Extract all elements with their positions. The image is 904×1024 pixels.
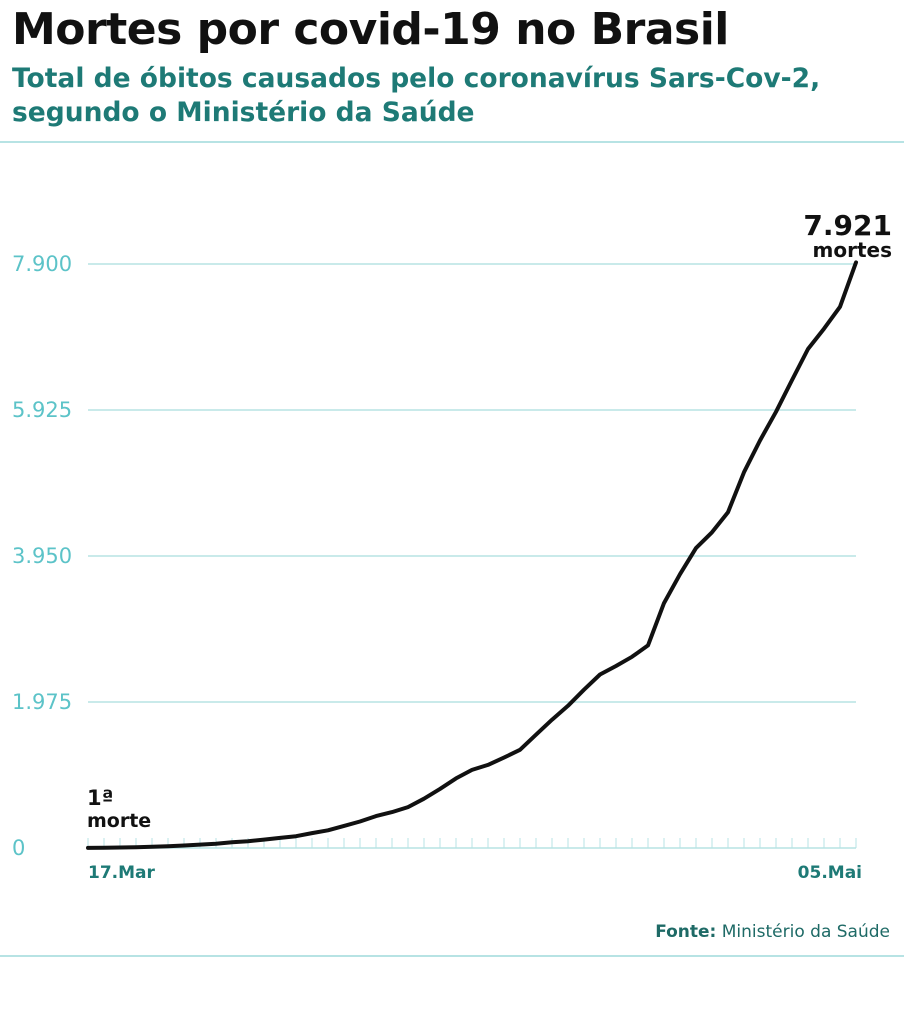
- y-tick-label: 3.950: [12, 544, 72, 568]
- source-note: Fonte: Ministério da Saúde: [655, 922, 890, 942]
- source-label: Fonte:: [655, 922, 717, 942]
- y-tick-label: 7.900: [12, 252, 72, 276]
- chart-subtitle: Total de óbitos causados pelo coronavíru…: [12, 63, 821, 128]
- footer-divider: [0, 955, 904, 957]
- first-death-annotation-label: morte: [87, 810, 151, 832]
- chart-title: Mortes por covid-19 no Brasil: [12, 4, 729, 55]
- x-tick-label: 05.Mai: [798, 863, 862, 883]
- y-tick-label: 0: [12, 836, 25, 860]
- series-line: [86, 260, 858, 850]
- y-tick-label: 5.925: [12, 398, 72, 422]
- x-tick-label: 17.Mar: [88, 863, 156, 883]
- source-text: Ministério da Saúde: [721, 922, 890, 942]
- y-tick-label: 1.975: [12, 690, 72, 714]
- header-divider: [0, 141, 904, 143]
- last-value-annotation-label: mortes: [813, 238, 892, 262]
- last-value-annotation: 7.921: [803, 209, 892, 242]
- first-death-annotation-value: 1ª: [87, 786, 113, 810]
